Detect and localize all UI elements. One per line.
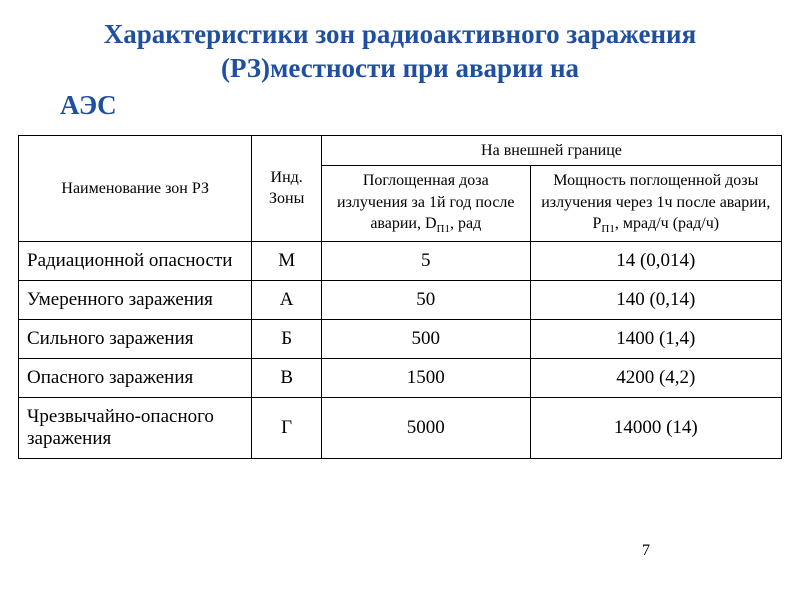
cell-dose: 50 xyxy=(321,281,530,320)
page-title: Характеристики зон радиоактивного зараже… xyxy=(0,0,800,92)
header-absorbed-dose-post: , рад xyxy=(450,215,481,232)
cell-dose: 5000 xyxy=(321,398,530,459)
header-outer-boundary: На внешней границе xyxy=(321,135,781,166)
cell-name: Чрезвычайно-опасного заражения xyxy=(19,398,252,459)
header-power-sub: П1 xyxy=(601,223,614,235)
cell-index: Б xyxy=(252,320,322,359)
cell-name: Радиационной опасности xyxy=(19,242,252,281)
cell-index: В xyxy=(252,359,322,398)
table-header-row-1: Наименование зон РЗ Инд. Зоны На внешней… xyxy=(19,135,782,166)
header-zone-index: Инд. Зоны xyxy=(252,135,322,242)
header-absorbed-dose-sub: П1 xyxy=(437,223,450,235)
cell-power: 1400 (1,4) xyxy=(530,320,781,359)
table-row: Радиационной опасности М 5 14 (0,014) xyxy=(19,242,782,281)
page-number: 7 xyxy=(642,542,650,560)
cell-name: Умеренного заражения xyxy=(19,281,252,320)
table-row: Чрезвычайно-опасного заражения Г 5000 14… xyxy=(19,398,782,459)
cell-power: 140 (0,14) xyxy=(530,281,781,320)
header-absorbed-dose: Поглощенная доза излучения за 1й год пос… xyxy=(321,166,530,242)
table-row: Умеренного заражения А 50 140 (0,14) xyxy=(19,281,782,320)
cell-name: Сильного заражения xyxy=(19,320,252,359)
header-absorbed-dose-pre: Поглощенная доза излучения за 1й год пос… xyxy=(337,172,514,232)
header-zone-name: Наименование зон РЗ xyxy=(19,135,252,242)
cell-index: Г xyxy=(252,398,322,459)
cell-power: 14 (0,014) xyxy=(530,242,781,281)
cell-dose: 500 xyxy=(321,320,530,359)
cell-index: М xyxy=(252,242,322,281)
table-row: Сильного заражения Б 500 1400 (1,4) xyxy=(19,320,782,359)
zones-table: Наименование зон РЗ Инд. Зоны На внешней… xyxy=(18,135,782,460)
header-power-post: , мрад/ч (рад/ч) xyxy=(615,215,719,232)
cell-power: 14000 (14) xyxy=(530,398,781,459)
table-row: Опасного заражения В 1500 4200 (4,2) xyxy=(19,359,782,398)
cell-index: А xyxy=(252,281,322,320)
page-title-trail: АЭС xyxy=(0,90,800,121)
cell-power: 4200 (4,2) xyxy=(530,359,781,398)
cell-name: Опасного заражения xyxy=(19,359,252,398)
cell-dose: 1500 xyxy=(321,359,530,398)
header-power: Мощность поглощенной дозы излучения чере… xyxy=(530,166,781,242)
cell-dose: 5 xyxy=(321,242,530,281)
